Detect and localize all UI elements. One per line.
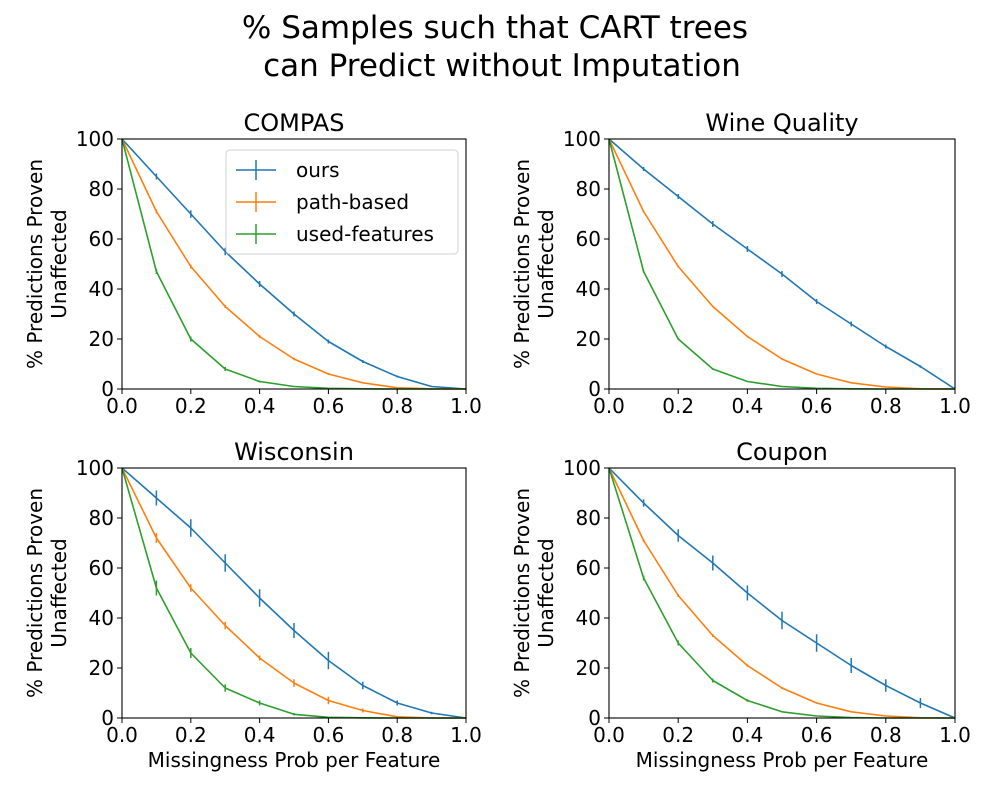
axes-frame <box>608 467 956 719</box>
legend-label: path-based <box>296 190 409 214</box>
y-axis-label: % Predictions Proven <box>23 159 47 369</box>
legend: ours path-based used-features <box>225 149 459 255</box>
y-tick-label: 0 <box>588 377 601 401</box>
series-ours <box>608 138 956 390</box>
x-tick-label: 0.0 <box>593 723 625 747</box>
y-tick-label: 100 <box>563 127 601 151</box>
series-ours <box>121 138 467 390</box>
y-tick-label: 80 <box>89 177 114 201</box>
y-tick-label: 40 <box>89 277 114 301</box>
x-tick-label: 1.0 <box>939 723 971 747</box>
x-axis-label: Missingness Prob per Feature <box>148 748 441 772</box>
y-tick-label: 60 <box>576 227 601 251</box>
x-tick-label: 0.6 <box>801 394 833 418</box>
x-tick-label: 0.4 <box>731 723 763 747</box>
y-tick-label: 40 <box>576 277 601 301</box>
y-tick-label: 40 <box>576 606 601 630</box>
x-tick-label: 1.0 <box>450 723 482 747</box>
legend-entry-path-based: path-based <box>236 190 409 214</box>
y-axis-label: Unaffected <box>534 209 558 319</box>
axes-frame <box>608 138 956 390</box>
y-tick-label: 0 <box>101 706 114 730</box>
y-axis-label: % Predictions Proven <box>510 488 534 698</box>
x-tick-label: 0.2 <box>175 394 207 418</box>
y-tick-label: 20 <box>576 656 601 680</box>
y-tick-label: 60 <box>89 227 114 251</box>
y-tick-label: 100 <box>563 456 601 480</box>
figure-title-line1: % Samples such that CART trees <box>242 10 748 46</box>
legend-label: used-features <box>296 222 434 246</box>
series-ours <box>608 467 956 719</box>
legend-entry-used-features: used-features <box>236 222 434 246</box>
y-tick-label: 80 <box>576 506 601 530</box>
x-tick-label: 0.0 <box>593 394 625 418</box>
y-axis-label: % Predictions Proven <box>510 159 534 369</box>
panel-title: COMPAS <box>244 109 345 137</box>
x-tick-label: 0.2 <box>662 394 694 418</box>
y-axis-label: Unaffected <box>534 538 558 648</box>
x-tick-label: 0.2 <box>662 723 694 747</box>
y-axis-label: % Predictions Proven <box>23 488 47 698</box>
y-tick-label: 60 <box>89 556 114 580</box>
y-tick-label: 20 <box>89 327 114 351</box>
y-tick-label: 20 <box>576 327 601 351</box>
series-line <box>608 138 956 390</box>
series-path-based <box>121 138 467 390</box>
series-line <box>608 138 956 390</box>
panel-1: COMPAS 0.0 0.2 0.4 0.6 0.8 1.0 0 20 40 60 80 100 % Pr… <box>23 109 482 418</box>
panel-title: Wine Quality <box>705 109 858 137</box>
y-tick-label: 60 <box>576 556 601 580</box>
legend-entry-ours: ours <box>236 158 340 182</box>
y-tick-label: 20 <box>89 656 114 680</box>
legend-label: ours <box>296 158 340 182</box>
panel-title: Wisconsin <box>234 438 354 466</box>
panel-4: Coupon 0.0 0.2 0.4 0.6 0.8 1.0 0 20 40 60 80 100 % Pr… <box>510 438 971 772</box>
x-tick-label: 0.8 <box>870 394 902 418</box>
panels: COMPAS 0.0 0.2 0.4 0.6 0.8 1.0 0 20 40 60 80 100 % Pr… <box>23 109 971 772</box>
series-line <box>608 467 956 719</box>
x-tick-label: 0.6 <box>801 723 833 747</box>
series-path-based <box>608 138 956 390</box>
x-tick-label: 0.0 <box>106 394 138 418</box>
x-tick-label: 0.8 <box>381 723 413 747</box>
x-tick-label: 0.4 <box>731 394 763 418</box>
series-ours <box>121 467 467 719</box>
x-tick-label: 0.6 <box>312 723 344 747</box>
x-tick-label: 0.0 <box>106 723 138 747</box>
series-line <box>608 138 955 390</box>
series-line <box>608 467 956 719</box>
x-tick-label: 0.8 <box>870 723 902 747</box>
panel-title: Coupon <box>736 438 828 466</box>
axes-frame <box>121 467 467 719</box>
x-tick-label: 0.4 <box>244 394 276 418</box>
y-tick-label: 100 <box>76 127 114 151</box>
series-used-features <box>608 467 955 719</box>
y-axis-label: Unaffected <box>47 538 71 648</box>
x-tick-label: 0.2 <box>175 723 207 747</box>
axes-frame <box>121 138 467 390</box>
y-tick-label: 80 <box>576 177 601 201</box>
legend-frame <box>225 149 459 255</box>
figure-title-line2: can Predict without Imputation <box>263 48 741 84</box>
series-line <box>608 467 955 719</box>
x-axis-label: Missingness Prob per Feature <box>636 748 929 772</box>
x-tick-label: 1.0 <box>450 394 482 418</box>
y-tick-label: 40 <box>89 606 114 630</box>
series-used-features <box>608 138 955 390</box>
y-tick-label: 80 <box>89 506 114 530</box>
panel-3: Wisconsin 0.0 0.2 0.4 0.6 0.8 1.0 0 20 40 60 80 100%… <box>23 438 482 772</box>
x-tick-label: 0.4 <box>244 723 276 747</box>
series-path-based <box>608 467 956 719</box>
panel-2: Wine Quality 0.0 0.2 0.4 0.6 0.8 1.0 0 20 40 60 80 1… <box>510 109 971 418</box>
y-tick-label: 100 <box>76 456 114 480</box>
y-axis-label: Unaffected <box>47 209 71 319</box>
y-tick-label: 0 <box>101 377 114 401</box>
x-tick-label: 0.8 <box>381 394 413 418</box>
x-tick-label: 0.6 <box>312 394 344 418</box>
y-tick-label: 0 <box>588 706 601 730</box>
series-path-based <box>121 467 466 719</box>
x-tick-label: 1.0 <box>939 394 971 418</box>
